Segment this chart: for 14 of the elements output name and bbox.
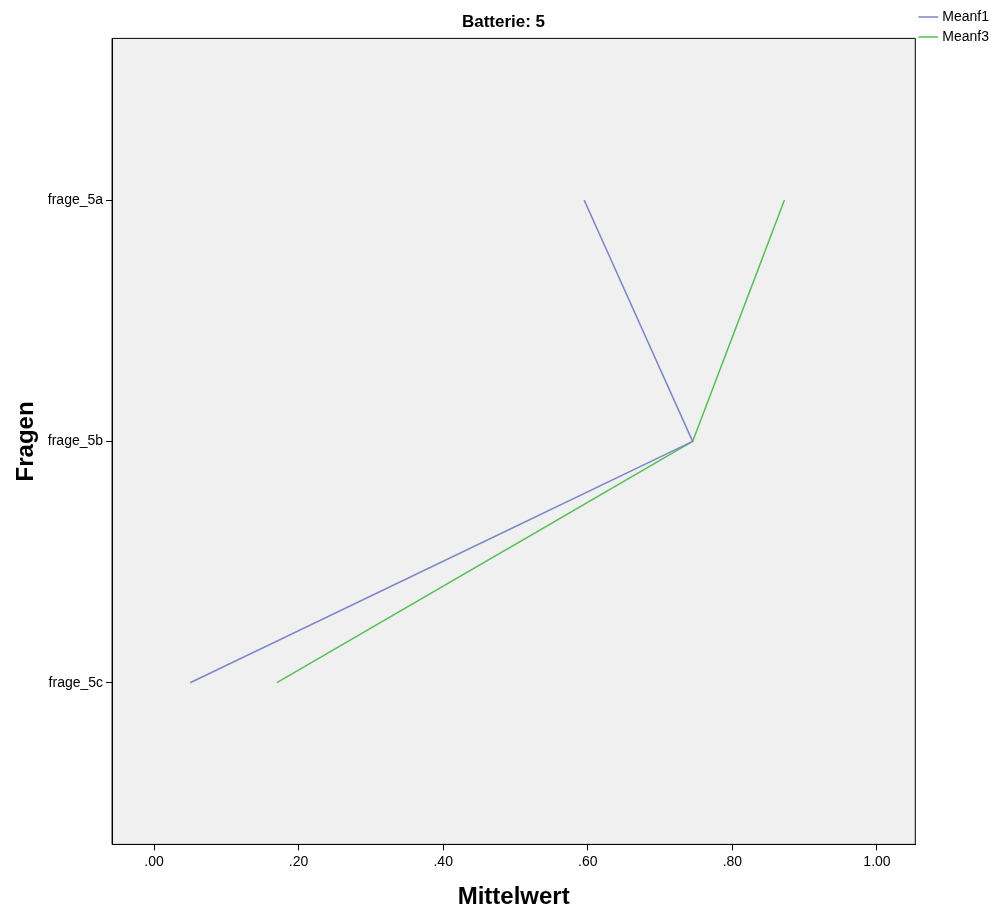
- x-tick-label: .00: [144, 852, 164, 869]
- y-axis-title: Fragen: [11, 401, 39, 482]
- x-tick-label: 1.00: [863, 852, 891, 869]
- x-tick-label: .20: [288, 852, 309, 869]
- x-axis-title: Mittelwert: [457, 882, 570, 910]
- x-tick-label: .60: [578, 852, 598, 869]
- y-tick-label: frage_5a: [47, 190, 104, 207]
- legend-label: Meanf1: [942, 7, 990, 24]
- chart-title: Batterie: 5: [461, 11, 546, 31]
- x-tick-label: .40: [433, 852, 454, 869]
- x-tick-label: .80: [722, 852, 743, 869]
- y-tick-label: frage_5c: [48, 673, 104, 690]
- y-tick-label: frage_5b: [47, 432, 104, 449]
- legend-label: Meanf3: [942, 27, 990, 44]
